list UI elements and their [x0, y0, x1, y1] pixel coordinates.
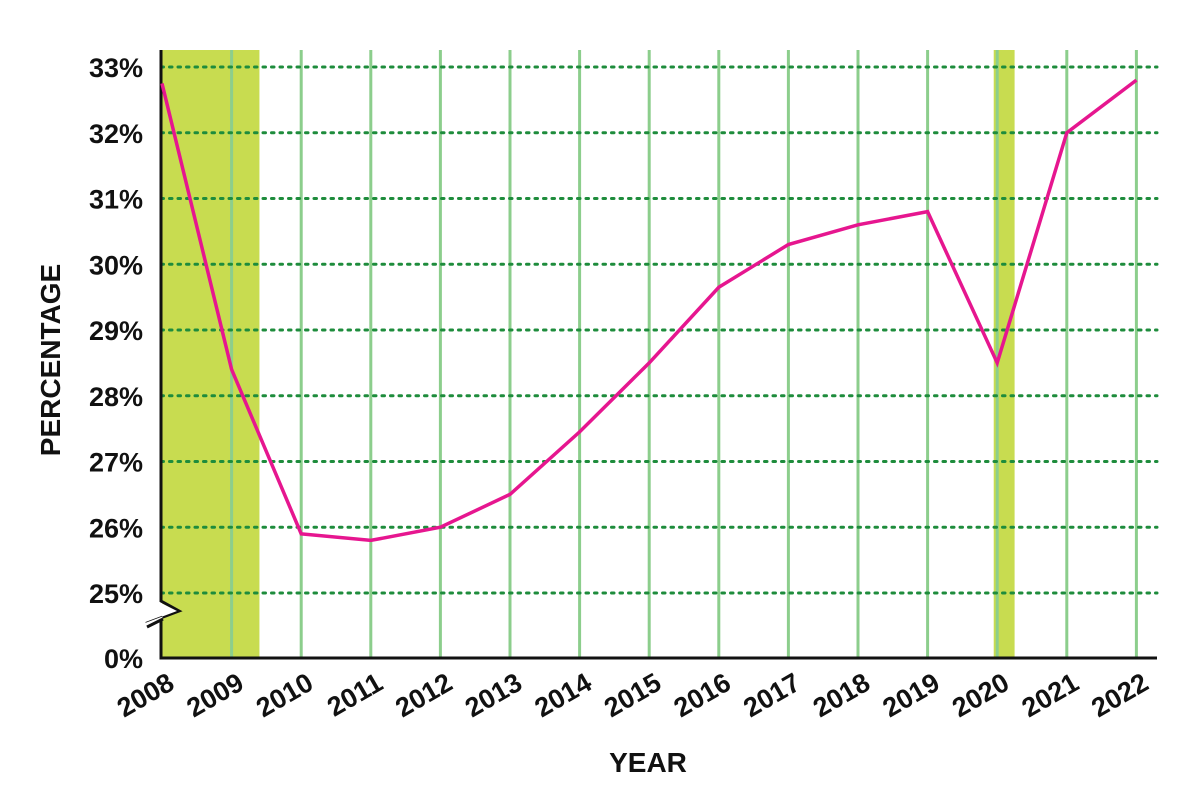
axes	[145, 50, 1157, 660]
x-tick-2011: 2011	[322, 667, 388, 722]
y-tick-labels: 0% 25% 26% 27% 28% 29% 30% 31% 32% 33%	[89, 53, 143, 674]
x-tick-2013: 2013	[460, 667, 527, 723]
shaded-periods	[162, 50, 1015, 658]
y-tick-26: 26%	[89, 513, 143, 543]
y-tick-27: 27%	[89, 448, 143, 478]
x-tick-2019: 2019	[878, 667, 945, 723]
x-tick-2020: 2020	[947, 667, 1014, 723]
vertical-gridlines	[230, 50, 1138, 658]
y-tick-25: 25%	[89, 579, 143, 609]
x-tick-2016: 2016	[669, 667, 736, 723]
y-axis-title: PERCENTAGE	[35, 264, 66, 456]
x-axis-title: YEAR	[609, 747, 687, 778]
y-tick-30: 30%	[89, 250, 143, 280]
y-tick-32: 32%	[89, 119, 143, 149]
y-tick-33: 33%	[89, 53, 143, 83]
x-tick-labels: 2008 2009 2010 2011 2012 2013 2014 2015 2016 2017…	[112, 667, 1153, 723]
x-tick-2012: 2012	[390, 667, 457, 723]
x-tick-2015: 2015	[599, 667, 666, 723]
y-tick-31: 31%	[89, 185, 143, 215]
x-tick-2014: 2014	[530, 667, 597, 723]
shaded-period-2	[993, 50, 1015, 658]
y-tick-0: 0%	[104, 644, 143, 674]
y-tick-29: 29%	[89, 316, 143, 346]
y-tick-28: 28%	[89, 382, 143, 412]
x-tick-2008: 2008	[112, 667, 179, 723]
series	[160, 78, 1138, 543]
x-tick-2021: 2021	[1017, 667, 1084, 723]
x-tick-2017: 2017	[738, 667, 805, 723]
axis-break-gap	[145, 602, 177, 629]
x-tick-2009: 2009	[182, 667, 249, 723]
x-tick-2018: 2018	[808, 667, 875, 723]
x-tick-2022: 2022	[1086, 667, 1153, 723]
x-tick-2010: 2010	[251, 667, 318, 723]
